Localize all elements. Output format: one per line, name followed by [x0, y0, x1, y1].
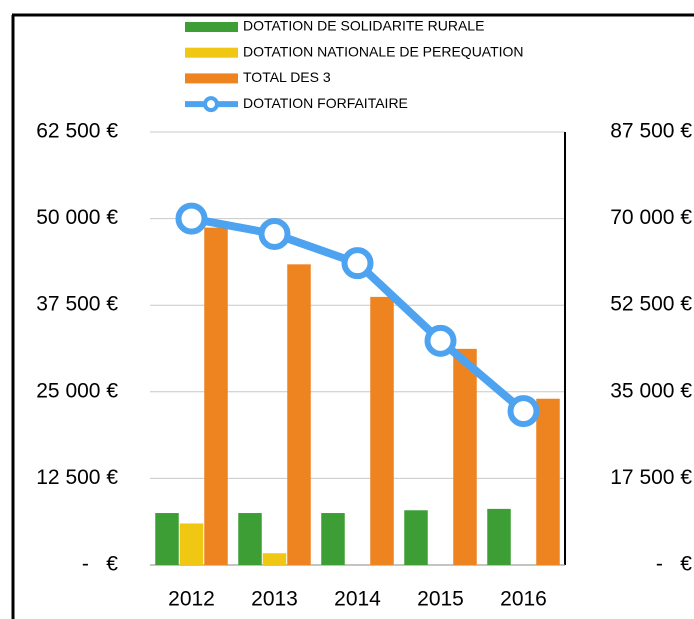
legend-label: DOTATION FORFAITAIRE	[243, 95, 408, 111]
bar	[262, 553, 287, 565]
bar	[155, 513, 179, 565]
line-marker	[424, 324, 457, 357]
bar	[404, 510, 428, 565]
y2-tick-label: 87 500 €	[610, 120, 692, 143]
y-tick-label: 37 500 €	[36, 293, 118, 316]
bar	[370, 296, 394, 565]
legend-label: DOTATION DE SOLIDARITE RURALE	[243, 18, 484, 34]
legend-swatch	[185, 47, 238, 58]
line-marker	[341, 247, 374, 280]
y2-tick-label: 70 000 €	[610, 206, 692, 229]
line-marker	[175, 202, 208, 235]
y-tick-label: 62 500 €	[36, 120, 118, 143]
y-tick-label: - €	[82, 553, 118, 576]
x-tick-label: 2014	[334, 588, 381, 611]
legend-swatch	[185, 73, 238, 84]
bar	[179, 523, 204, 565]
y2-tick-label: 17 500 €	[610, 466, 692, 489]
legend-label: TOTAL DES 3	[243, 69, 331, 85]
y2-tick-label: - €	[656, 553, 692, 576]
y-tick-label: 50 000 €	[36, 206, 118, 229]
x-tick-label: 2015	[417, 588, 464, 611]
x-tick-label: 2012	[168, 588, 215, 611]
y2-tick-label: 52 500 €	[610, 293, 692, 316]
x-tick-label: 2013	[251, 588, 298, 611]
bar	[536, 398, 560, 565]
bar	[321, 513, 345, 565]
bar	[487, 508, 511, 565]
bar	[453, 348, 477, 565]
legend-marker	[203, 96, 219, 113]
line-marker	[507, 395, 540, 428]
legend-label: DOTATION NATIONALE DE PEREQUATION	[243, 43, 524, 59]
y2-tick-label: 35 000 €	[610, 379, 692, 402]
bar	[204, 227, 228, 566]
bar	[287, 264, 311, 565]
y-tick-label: 12 500 €	[36, 466, 118, 489]
bar	[238, 513, 262, 565]
line-marker	[258, 217, 291, 250]
legend-swatch	[185, 22, 238, 32]
y-tick-label: 25 000 €	[36, 379, 118, 402]
x-tick-label: 2016	[500, 588, 547, 611]
